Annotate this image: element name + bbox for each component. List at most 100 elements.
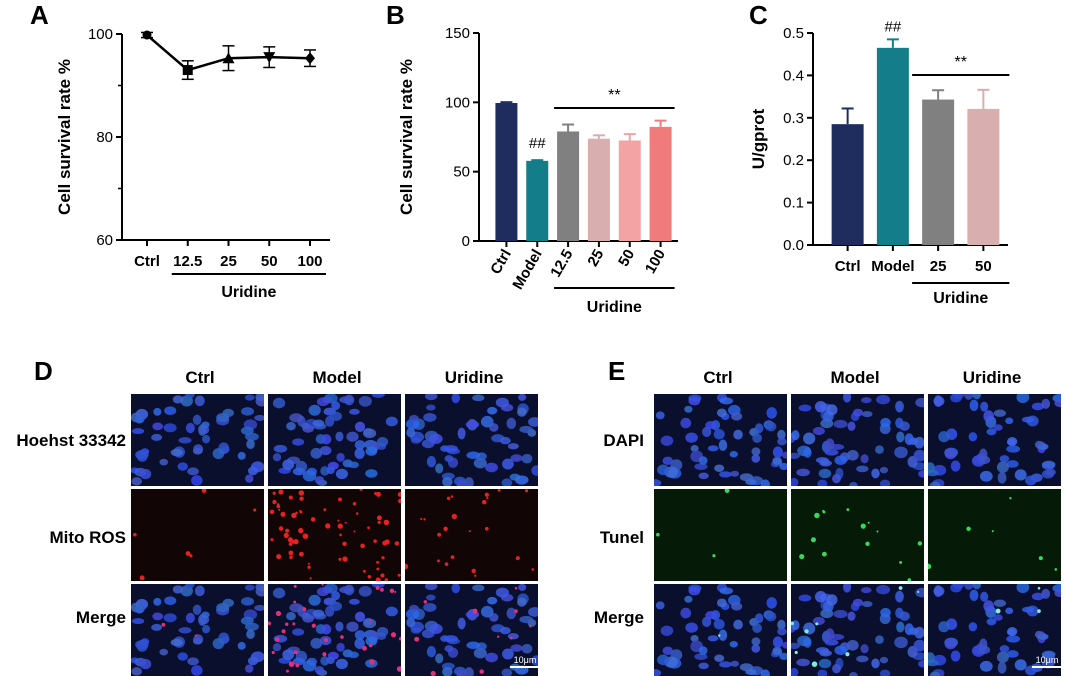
chart-c-bar: 0.0 0.1 0.2 0.3 0.4 0.5 U/gprot Ctrl Model 25 50 ##… bbox=[749, 18, 1010, 307]
e-micrograph-r3-c1 bbox=[654, 584, 787, 676]
c-annotation-hash: ## bbox=[885, 18, 902, 35]
d-micrograph-r3-c3 bbox=[405, 584, 538, 676]
b-x-tick-label: Model bbox=[509, 247, 545, 293]
d-scale-bar-label: 10μm bbox=[513, 655, 537, 665]
b-x-tick-label: 50 bbox=[615, 247, 638, 270]
e-micrograph-r2-c2 bbox=[791, 489, 924, 581]
d-micrograph-r2-c2 bbox=[268, 489, 401, 581]
c-y-tick-label: 0.0 bbox=[783, 237, 804, 254]
d-column-model: Model bbox=[312, 368, 362, 387]
b-bar bbox=[526, 160, 549, 241]
chart-a-line: 60 80 100 Ctrl 12.5 25 50 100 Uridine Cell surviv… bbox=[55, 26, 330, 301]
e-micrograph-image bbox=[799, 508, 923, 581]
d-micrograph-image bbox=[133, 489, 257, 581]
b-annotation-star: ** bbox=[608, 87, 620, 104]
panel-label-a: A bbox=[30, 0, 49, 30]
b-x-tick-label: 12.5 bbox=[547, 247, 576, 281]
b-bar bbox=[557, 131, 580, 241]
d-micrograph-r3-c1 bbox=[131, 584, 264, 676]
e-micrograph-image bbox=[656, 489, 730, 558]
d-micrograph-r1-c3 bbox=[405, 394, 538, 486]
e-micrograph-image bbox=[928, 584, 1061, 676]
d-row-hoechst: Hoehst 33342 bbox=[16, 431, 126, 450]
b-bar bbox=[649, 126, 672, 241]
e-column-model: Model bbox=[830, 368, 880, 387]
c-x-tick-label: 25 bbox=[930, 258, 947, 275]
b-y-tick-label: 100 bbox=[445, 94, 470, 111]
d-row-merge: Merge bbox=[75, 608, 126, 627]
d-micrograph-image bbox=[405, 489, 535, 577]
c-y-axis-title: U/gprot bbox=[749, 108, 768, 169]
d-micrograph-image bbox=[131, 394, 264, 486]
d-micrograph-image bbox=[269, 489, 401, 581]
c-bar bbox=[831, 124, 864, 245]
c-y-tick-label: 0.2 bbox=[783, 152, 804, 169]
a-group-label: Uridine bbox=[221, 284, 276, 301]
c-bar bbox=[967, 108, 1000, 245]
a-x-tick-label: 12.5 bbox=[173, 253, 202, 270]
a-x-tick-label: 25 bbox=[220, 253, 237, 270]
c-x-tick-label: Ctrl bbox=[835, 258, 861, 275]
d-micrograph-r3-c2 bbox=[268, 584, 401, 676]
e-micrograph-r1-c2 bbox=[791, 394, 924, 486]
e-micrograph-r3-c3 bbox=[928, 584, 1061, 676]
a-y-tick-label: 60 bbox=[96, 232, 113, 249]
c-y-tick-label: 0.3 bbox=[783, 110, 804, 127]
d-micrograph-r1-c1 bbox=[131, 394, 264, 486]
panel-label-e: E bbox=[608, 356, 626, 386]
b-bar bbox=[587, 138, 610, 241]
e-micrograph-image bbox=[654, 584, 787, 676]
b-annotation-hash: ## bbox=[529, 135, 546, 152]
c-y-tick-label: 0.1 bbox=[783, 195, 804, 212]
c-x-tick-label: 50 bbox=[975, 258, 992, 275]
b-x-tick-label: Ctrl bbox=[487, 247, 515, 278]
a-x-tick-label: 100 bbox=[297, 253, 322, 270]
e-scale-bar: 10μm bbox=[1032, 655, 1062, 668]
a-data-point bbox=[142, 30, 152, 40]
e-micrograph-image bbox=[791, 394, 924, 486]
d-micrograph-image bbox=[406, 584, 538, 676]
e-micrograph-image bbox=[791, 584, 924, 676]
e-row-merge: Merge bbox=[593, 608, 644, 627]
c-y-tick-label: 0.5 bbox=[783, 25, 804, 42]
e-micrograph-image bbox=[928, 394, 1061, 486]
d-micrograph-image bbox=[272, 394, 398, 486]
c-y-tick-label: 0.4 bbox=[783, 67, 804, 84]
panel-label-d: D bbox=[34, 356, 53, 386]
c-bar bbox=[876, 47, 909, 246]
a-y-axis-title: Cell survival rate % bbox=[55, 59, 74, 215]
b-bar bbox=[495, 103, 518, 241]
panel-label-b: B bbox=[386, 0, 405, 30]
e-row-tunel: Tunel bbox=[599, 528, 644, 547]
a-data-point bbox=[263, 52, 276, 64]
d-micrograph-image bbox=[268, 584, 401, 676]
e-micrograph-r2-c1 bbox=[654, 489, 787, 581]
e-row-dapi: DAPI bbox=[603, 431, 644, 450]
c-bar bbox=[922, 99, 955, 246]
c-x-tick-label: Model bbox=[871, 258, 914, 275]
a-x-tick-label: Ctrl bbox=[134, 253, 160, 270]
a-x-tick-label: 50 bbox=[261, 253, 278, 270]
e-column-uridine: Uridine bbox=[962, 368, 1022, 387]
e-micrograph-r2-c3 bbox=[928, 489, 1061, 581]
c-annotation-star: ** bbox=[955, 54, 967, 71]
e-micrograph-image bbox=[654, 394, 787, 486]
panel-label-c: C bbox=[749, 0, 768, 30]
a-y-tick-label: 100 bbox=[88, 26, 113, 43]
d-row-mito-ros: Mito ROS bbox=[49, 528, 127, 547]
b-y-tick-label: 50 bbox=[453, 164, 470, 181]
d-scale-bar: 10μm bbox=[510, 655, 540, 668]
e-column-ctrl: Ctrl bbox=[703, 368, 733, 387]
d-column-ctrl: Ctrl bbox=[185, 368, 215, 387]
d-micrograph-image bbox=[406, 394, 538, 486]
b-bar bbox=[618, 140, 641, 241]
a-data-point bbox=[222, 52, 235, 64]
d-micrograph-r1-c2 bbox=[268, 394, 401, 486]
e-micrograph-image bbox=[928, 496, 1058, 571]
b-group-label: Uridine bbox=[587, 299, 642, 316]
a-y-tick-label: 80 bbox=[96, 129, 113, 146]
e-micrograph-r1-c3 bbox=[928, 394, 1061, 486]
e-micrograph-r3-c2 bbox=[791, 584, 924, 676]
a-data-point bbox=[305, 52, 315, 65]
